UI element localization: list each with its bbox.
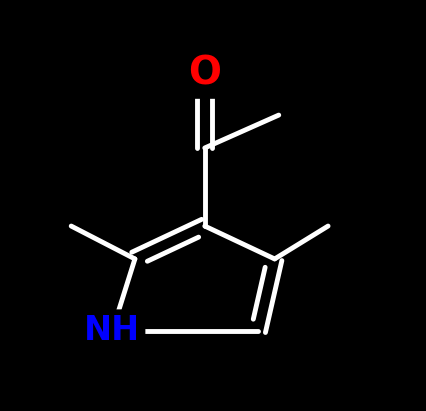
Text: O: O [188,55,221,93]
Text: NH: NH [84,314,141,347]
